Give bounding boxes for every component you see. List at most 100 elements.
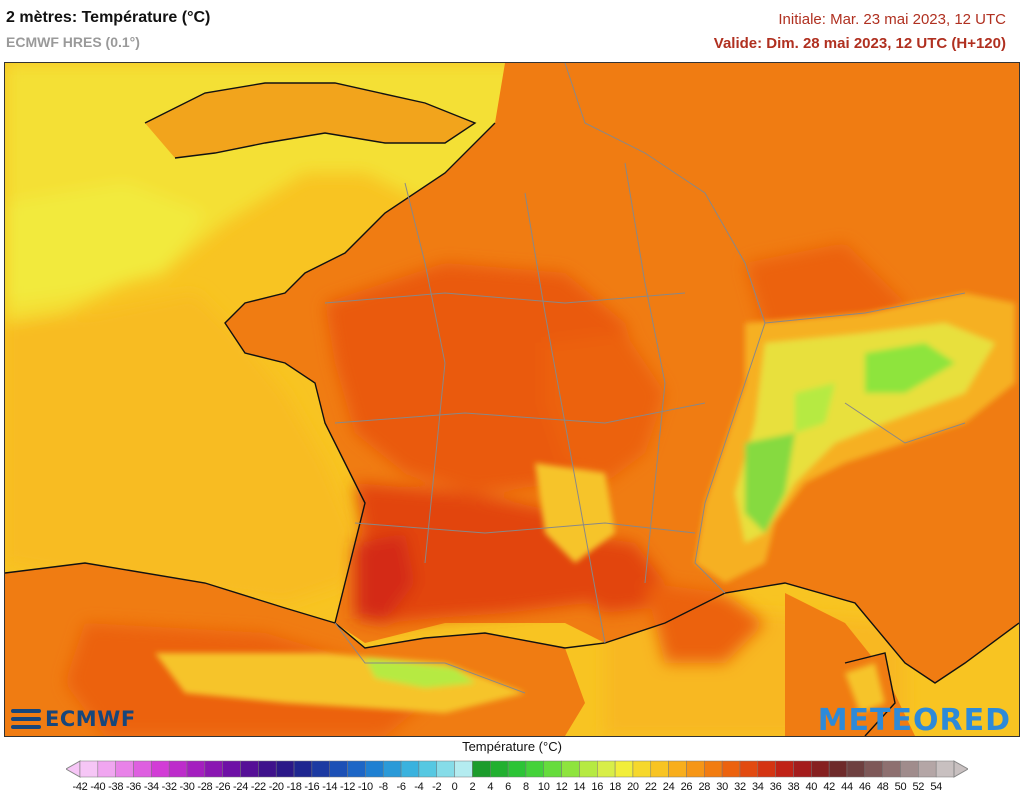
legend-tick-label: 40 [805, 781, 818, 793]
legend-swatch [329, 760, 348, 778]
legend-max-arrow [953, 760, 968, 778]
map-canvas [5, 63, 1019, 736]
legend-tick-label: -20 [268, 781, 284, 793]
legend-swatch [597, 760, 616, 778]
legend-tick-label: 8 [522, 781, 529, 793]
legend-swatch [258, 760, 277, 778]
legend-title: Température (°C) [462, 739, 562, 754]
legend-tick-labels: -42 -40 -38 -36 -34 -32 -30 -28 -26 -24 -22 -20 -18-… [0, 781, 1024, 797]
legend-swatch [472, 760, 491, 778]
color-legend-bar [66, 760, 968, 778]
legend-tick-label: -12 [340, 781, 356, 793]
legend-tick-label: -40 [90, 781, 106, 793]
legend-swatch [240, 760, 259, 778]
legend-swatch [614, 760, 634, 778]
legend-swatch [418, 760, 437, 778]
legend-tick-label: 42 [823, 781, 835, 793]
legend-min-arrow [66, 760, 81, 778]
legend-swatch [739, 760, 759, 778]
legend-tick-label: -24 [233, 781, 249, 793]
valid-time: Valide: Dim. 28 mai 2023, 12 UTC (H+120) [713, 35, 1006, 52]
legend-tick-label: -10 [357, 781, 373, 793]
legend-swatch [115, 760, 134, 778]
legend-swatch [811, 760, 830, 778]
legend-tick-label: 6 [505, 781, 511, 793]
legend-swatch [632, 760, 652, 778]
mountain-zones [155, 293, 1015, 713]
legend-tick-label: 38 [787, 781, 800, 793]
meteored-logo: METEORED [817, 703, 1011, 737]
legend-tick-label: 36 [769, 781, 782, 793]
legend-swatch [293, 760, 313, 778]
legend-tick-label: 24 [662, 781, 675, 793]
legend-swatch [311, 760, 330, 778]
legend-tick-label: -16 [304, 781, 320, 793]
legend-tick-label: 18 [609, 781, 621, 793]
legend-tick-label: -30 [179, 781, 195, 793]
legend-swatch [721, 760, 741, 778]
legend-swatch [686, 760, 705, 778]
legend-swatch [561, 760, 580, 778]
legend-tick-label: -34 [143, 781, 159, 793]
temperature-map[interactable]: ECMWF METEORED [4, 62, 1020, 737]
ecmwf-logo-text: ECMWF [45, 707, 136, 731]
legend-swatch [97, 760, 116, 778]
legend-swatch [365, 760, 384, 778]
legend-swatch [186, 760, 206, 778]
legend-swatch [846, 760, 866, 778]
legend-swatch [507, 760, 527, 778]
legend-swatch [900, 760, 919, 778]
legend-tick-label: 54 [930, 781, 942, 793]
legend-tick-label: -14 [322, 781, 338, 793]
legend-tick-label: 14 [573, 781, 586, 793]
legend-swatch [489, 760, 509, 778]
initial-time: Initiale: Mar. 23 mai 2023, 12 UTC [778, 11, 1006, 28]
legend-tick-label: 50 [894, 781, 907, 793]
legend-swatch [133, 760, 152, 778]
legend-tick-label: -42 [72, 781, 88, 793]
legend-swatch [668, 760, 687, 778]
legend-tick-label: -6 [396, 781, 406, 793]
legend-swatch [918, 760, 937, 778]
legend-swatch [543, 760, 562, 778]
legend-swatch [650, 760, 669, 778]
legend-swatch [704, 760, 723, 778]
legend-tick-label: 4 [487, 781, 494, 793]
legend-tick-label: 52 [912, 781, 925, 793]
legend-tick-label: 28 [698, 781, 711, 793]
legend-tick-label: 22 [644, 781, 657, 793]
legend-tick-label: -22 [250, 781, 266, 793]
legend-tick-label: -26 [215, 781, 231, 793]
run-info: Initiale: Mar. 23 mai 2023, 12 UTC Valid… [714, 10, 1006, 54]
legend-tick-label: -18 [286, 781, 302, 793]
legend-tick-label: 32 [734, 781, 746, 793]
coastlines [5, 82, 1019, 736]
borders [324, 63, 966, 694]
legend-swatch [882, 760, 901, 778]
legend-tick-label: 46 [858, 781, 871, 793]
legend-tick-label: 26 [680, 781, 693, 793]
legend-tick-label: -38 [108, 781, 124, 793]
legend-tick-label: -32 [161, 781, 177, 793]
legend-swatch [864, 760, 883, 778]
title-block: 2 mètres: Température (°C) ECMWF HRES (0… [6, 8, 210, 52]
legend-tick-label: -4 [414, 781, 424, 793]
map-title: 2 mètres: Température (°C) [6, 9, 211, 26]
legend-swatch [151, 760, 170, 778]
legend-swatch [168, 760, 188, 778]
legend-swatch [793, 760, 812, 778]
legend-swatch [400, 760, 420, 778]
legend-tick-label: 0 [451, 781, 458, 793]
legend-swatch [275, 760, 295, 778]
legend-tick-label: -28 [197, 781, 213, 793]
legend-swatch [775, 760, 794, 778]
legend-tick-label: 44 [841, 781, 853, 793]
legend-swatch [436, 760, 455, 778]
model-name: ECMWF HRES (0.1°) [6, 34, 140, 50]
legend-tick-label: -8 [378, 781, 388, 793]
legend-tick-label: 16 [591, 781, 604, 793]
legend-tick-label: 12 [555, 781, 568, 793]
ecmwf-logo: ECMWF [11, 707, 136, 731]
legend-swatch [757, 760, 776, 778]
legend-swatch [382, 760, 402, 778]
